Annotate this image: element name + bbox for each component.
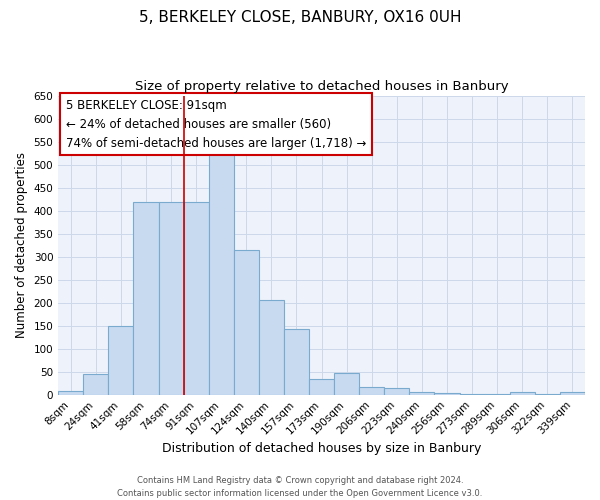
- Bar: [234, 250, 259, 394]
- Bar: [560, 392, 585, 394]
- Bar: [359, 387, 385, 394]
- Bar: [284, 329, 309, 394]
- Bar: [83, 374, 109, 394]
- Bar: [184, 202, 209, 394]
- Bar: [334, 372, 359, 394]
- Bar: [510, 392, 535, 394]
- Text: 5, BERKELEY CLOSE, BANBURY, OX16 0UH: 5, BERKELEY CLOSE, BANBURY, OX16 0UH: [139, 10, 461, 25]
- Bar: [259, 300, 284, 394]
- X-axis label: Distribution of detached houses by size in Banbury: Distribution of detached houses by size …: [162, 442, 481, 455]
- Bar: [158, 202, 184, 394]
- Bar: [209, 151, 234, 394]
- Title: Size of property relative to detached houses in Banbury: Size of property relative to detached ho…: [135, 80, 508, 93]
- Bar: [109, 326, 133, 394]
- Text: 5 BERKELEY CLOSE: 91sqm
← 24% of detached houses are smaller (560)
74% of semi-d: 5 BERKELEY CLOSE: 91sqm ← 24% of detache…: [66, 98, 367, 150]
- Bar: [58, 391, 83, 394]
- Y-axis label: Number of detached properties: Number of detached properties: [15, 152, 28, 338]
- Bar: [409, 392, 434, 394]
- Bar: [133, 202, 158, 394]
- Bar: [385, 388, 409, 394]
- Bar: [309, 378, 334, 394]
- Text: Contains HM Land Registry data © Crown copyright and database right 2024.
Contai: Contains HM Land Registry data © Crown c…: [118, 476, 482, 498]
